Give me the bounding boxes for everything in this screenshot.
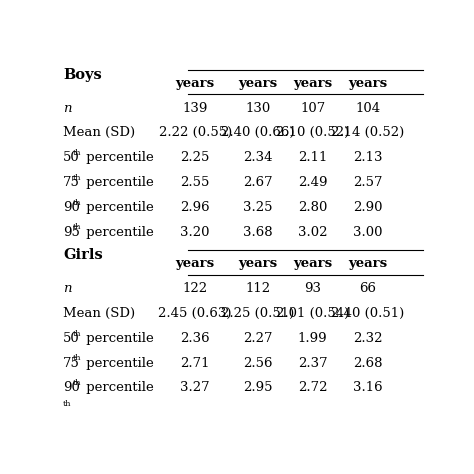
Text: 2.57: 2.57 xyxy=(353,176,383,189)
Text: years: years xyxy=(293,257,332,270)
Text: th: th xyxy=(73,355,82,362)
Text: 2.67: 2.67 xyxy=(243,176,273,189)
Text: 75: 75 xyxy=(63,176,80,189)
Text: percentile: percentile xyxy=(82,332,154,345)
Text: 2.27: 2.27 xyxy=(243,332,273,345)
Text: percentile: percentile xyxy=(82,226,154,239)
Text: 3.20: 3.20 xyxy=(181,226,210,239)
Text: percentile: percentile xyxy=(82,201,154,214)
Text: 2.55: 2.55 xyxy=(181,176,210,189)
Text: 2.40 (0.66): 2.40 (0.66) xyxy=(221,127,294,139)
Text: percentile: percentile xyxy=(82,382,154,394)
Text: years: years xyxy=(348,257,387,270)
Text: 139: 139 xyxy=(182,101,208,115)
Text: th: th xyxy=(73,149,82,157)
Text: Mean (SD): Mean (SD) xyxy=(63,127,135,139)
Text: 2.14 (0.52): 2.14 (0.52) xyxy=(331,127,404,139)
Text: 2.45 (0.63): 2.45 (0.63) xyxy=(158,307,232,320)
Text: years: years xyxy=(348,77,387,90)
Text: 3.25: 3.25 xyxy=(243,201,273,214)
Text: 2.40 (0.51): 2.40 (0.51) xyxy=(331,307,404,320)
Text: 1.99: 1.99 xyxy=(298,332,328,345)
Text: 2.22 (0.55): 2.22 (0.55) xyxy=(158,127,232,139)
Text: 2.13: 2.13 xyxy=(353,151,383,164)
Text: 2.95: 2.95 xyxy=(243,382,273,394)
Text: Girls: Girls xyxy=(63,248,103,262)
Text: 2.80: 2.80 xyxy=(298,201,328,214)
Text: 93: 93 xyxy=(304,282,321,295)
Text: years: years xyxy=(293,77,332,90)
Text: 3.68: 3.68 xyxy=(243,226,273,239)
Text: 3.27: 3.27 xyxy=(180,382,210,394)
Text: n: n xyxy=(63,101,72,115)
Text: 2.36: 2.36 xyxy=(180,332,210,345)
Text: years: years xyxy=(238,257,277,270)
Text: 2.96: 2.96 xyxy=(180,201,210,214)
Text: th: th xyxy=(73,199,82,207)
Text: th: th xyxy=(73,379,82,387)
Text: 75: 75 xyxy=(63,356,80,370)
Text: 130: 130 xyxy=(245,101,270,115)
Text: th: th xyxy=(73,174,82,182)
Text: percentile: percentile xyxy=(82,176,154,189)
Text: percentile: percentile xyxy=(82,356,154,370)
Text: 2.11: 2.11 xyxy=(298,151,328,164)
Text: 107: 107 xyxy=(300,101,325,115)
Text: 2.90: 2.90 xyxy=(353,201,383,214)
Text: 2.71: 2.71 xyxy=(181,356,210,370)
Text: years: years xyxy=(175,257,215,270)
Text: th: th xyxy=(73,223,82,231)
Text: 104: 104 xyxy=(355,101,381,115)
Text: 95: 95 xyxy=(63,226,80,239)
Text: 66: 66 xyxy=(359,282,376,295)
Text: 112: 112 xyxy=(245,282,270,295)
Text: th: th xyxy=(63,400,72,408)
Text: 122: 122 xyxy=(182,282,208,295)
Text: 2.25: 2.25 xyxy=(181,151,210,164)
Text: 50: 50 xyxy=(63,332,80,345)
Text: 90: 90 xyxy=(63,201,80,214)
Text: 2.25 (0.51): 2.25 (0.51) xyxy=(221,307,294,320)
Text: 90: 90 xyxy=(63,382,80,394)
Text: 3.02: 3.02 xyxy=(298,226,328,239)
Text: 50: 50 xyxy=(63,151,80,164)
Text: percentile: percentile xyxy=(82,151,154,164)
Text: 3.00: 3.00 xyxy=(353,226,383,239)
Text: th: th xyxy=(73,329,82,337)
Text: years: years xyxy=(238,77,277,90)
Text: 2.49: 2.49 xyxy=(298,176,328,189)
Text: 3.16: 3.16 xyxy=(353,382,383,394)
Text: years: years xyxy=(175,77,215,90)
Text: Mean (SD): Mean (SD) xyxy=(63,307,135,320)
Text: 2.72: 2.72 xyxy=(298,382,328,394)
Text: 2.10 (0.52): 2.10 (0.52) xyxy=(276,127,349,139)
Text: 2.32: 2.32 xyxy=(353,332,383,345)
Text: n: n xyxy=(63,282,72,295)
Text: 2.68: 2.68 xyxy=(353,356,383,370)
Text: Boys: Boys xyxy=(63,68,102,82)
Text: 2.34: 2.34 xyxy=(243,151,273,164)
Text: 2.37: 2.37 xyxy=(298,356,328,370)
Text: 2.01 (0.54): 2.01 (0.54) xyxy=(276,307,349,320)
Text: 2.56: 2.56 xyxy=(243,356,273,370)
